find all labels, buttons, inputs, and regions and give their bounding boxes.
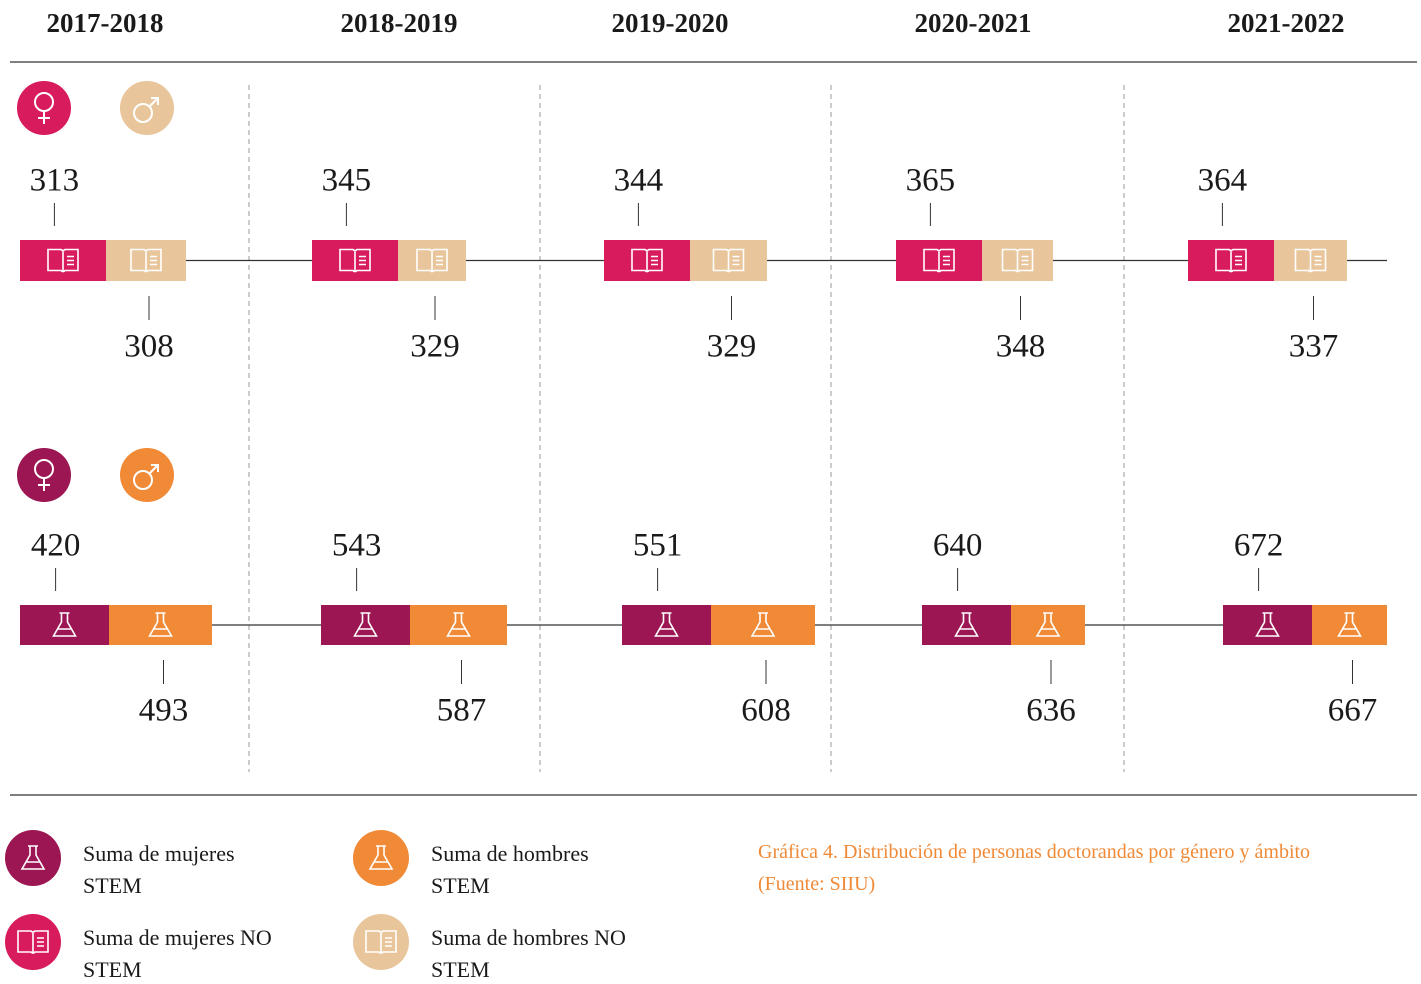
bar-female xyxy=(20,605,109,645)
flask-shape xyxy=(368,845,394,870)
book-shape xyxy=(712,248,745,273)
value-label: 364 xyxy=(1198,163,1248,199)
bar-male xyxy=(109,605,212,645)
book-shape xyxy=(631,248,663,273)
value-label: 608 xyxy=(741,693,791,729)
flask-shape xyxy=(954,612,979,637)
book-icon xyxy=(365,930,397,954)
value-label: 308 xyxy=(124,329,174,365)
flask-shape xyxy=(52,612,77,637)
legend-box: Suma de mujeres STEM xyxy=(83,841,235,898)
bar-female xyxy=(1223,605,1312,645)
value-label: 672 xyxy=(1234,528,1284,564)
book-shape xyxy=(365,930,397,954)
value-label: 337 xyxy=(1289,329,1339,365)
value-label: 420 xyxy=(31,528,81,564)
flask-icon xyxy=(446,612,471,637)
book-shape xyxy=(1215,248,1247,273)
book-shape xyxy=(130,248,162,273)
book-icon xyxy=(923,248,955,273)
book-icon xyxy=(1215,248,1247,273)
caption-box: Gráfica 4. Distribución de personas doct… xyxy=(758,841,1311,895)
book-shape xyxy=(1001,248,1034,273)
legend-box: Suma de mujeres NO STEM xyxy=(83,925,272,982)
flask-icon xyxy=(1035,612,1061,637)
caption: Gráfica 4. Distribución de personas doct… xyxy=(758,841,1311,895)
value-label: 667 xyxy=(1328,693,1378,729)
book-icon xyxy=(47,248,79,273)
bar-male xyxy=(711,605,815,645)
gender-icons xyxy=(17,81,174,502)
value-label: 551 xyxy=(633,528,683,564)
value-label: 313 xyxy=(30,163,80,199)
bar-female xyxy=(922,605,1011,645)
flask-icon xyxy=(353,612,378,637)
bar-male xyxy=(1011,605,1085,645)
flask-icon xyxy=(1255,612,1280,637)
value-label: 344 xyxy=(614,163,664,199)
bar-male xyxy=(1312,605,1387,645)
flask-shape xyxy=(1255,612,1280,637)
value-label: 543 xyxy=(332,528,382,564)
bar-female xyxy=(321,605,410,645)
year-header: 2018-2019 xyxy=(341,8,458,38)
legend-swatch xyxy=(353,830,409,886)
value-label: 329 xyxy=(707,329,757,365)
book-shape xyxy=(339,248,371,273)
flask-icon xyxy=(368,845,394,870)
legend-label: Suma de hombres NO STEM xyxy=(431,925,626,982)
book-icon xyxy=(17,930,49,954)
year-header: 2019-2020 xyxy=(612,8,729,38)
legend-label: Suma de mujeres NO STEM xyxy=(83,925,272,982)
book-icon xyxy=(712,248,745,273)
flask-icon xyxy=(52,612,77,637)
year-header: 2017-2018 xyxy=(47,8,164,38)
book-shape xyxy=(416,248,448,273)
flask-icon xyxy=(750,612,776,637)
legend-label: Suma de hombres STEM xyxy=(431,841,589,898)
book-shape xyxy=(17,930,49,954)
book-shape xyxy=(47,248,79,273)
value-label: 345 xyxy=(322,163,372,199)
flask-icon xyxy=(148,612,173,637)
value-label: 640 xyxy=(933,528,983,564)
flask-icon xyxy=(20,845,46,870)
flask-icon xyxy=(954,612,979,637)
flask-icon xyxy=(654,612,679,637)
book-icon xyxy=(1001,248,1034,273)
book-icon xyxy=(416,248,448,273)
legend-label: Suma de mujeres STEM xyxy=(83,841,235,898)
flask-icon xyxy=(1337,612,1362,637)
value-label: 636 xyxy=(1026,693,1076,729)
flask-shape xyxy=(1337,612,1362,637)
value-label: 348 xyxy=(996,329,1046,365)
flask-shape xyxy=(20,845,46,870)
book-shape xyxy=(923,248,955,273)
book-icon xyxy=(631,248,663,273)
legend-box: Suma de hombres NO STEM xyxy=(431,925,626,982)
flask-shape xyxy=(148,612,173,637)
book-icon xyxy=(130,248,162,273)
value-label: 365 xyxy=(906,163,956,199)
flask-shape xyxy=(446,612,471,637)
flask-shape xyxy=(1035,612,1061,637)
year-header: 2021-2022 xyxy=(1228,8,1345,38)
value-label: 587 xyxy=(437,693,487,729)
flask-shape xyxy=(353,612,378,637)
flask-shape xyxy=(654,612,679,637)
book-icon xyxy=(339,248,371,273)
bar-female xyxy=(622,605,711,645)
bar-male xyxy=(410,605,507,645)
value-label: 329 xyxy=(410,329,460,365)
book-icon xyxy=(1294,248,1327,273)
value-label: 493 xyxy=(139,693,189,729)
legend-box: Suma de hombres STEM xyxy=(431,841,589,898)
legend-swatch xyxy=(5,830,61,886)
year-header: 2020-2021 xyxy=(915,8,1032,38)
book-shape xyxy=(1294,248,1327,273)
flask-shape xyxy=(750,612,776,637)
